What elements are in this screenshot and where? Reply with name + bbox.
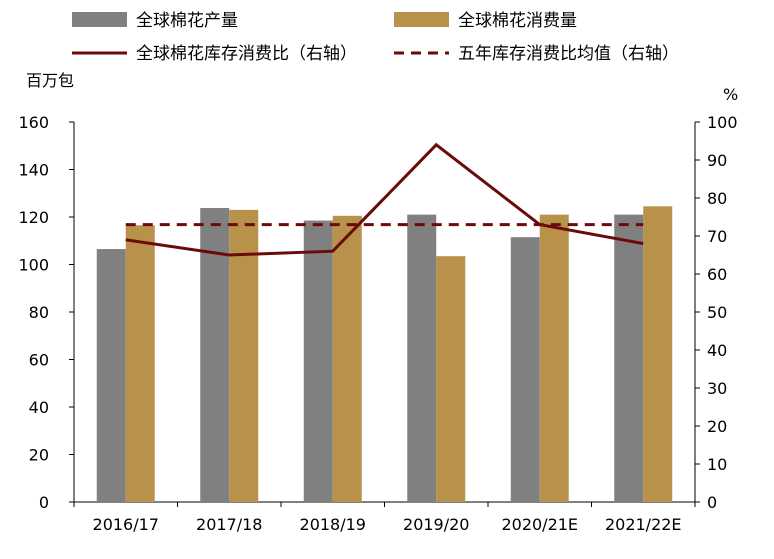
bar-production — [200, 207, 230, 502]
bars — [96, 206, 673, 502]
x-axis-ticks: 2016/17 2017/18 2018/19 2019/20 2020/21E 2021… — [73, 502, 696, 534]
y-tick-label: 20 — [29, 446, 49, 465]
y2-tick-label: 30 — [707, 379, 727, 398]
y2-tick-label: 80 — [707, 189, 727, 208]
bar-consumption — [125, 225, 155, 502]
y-axis-label: 百万包 — [26, 71, 74, 90]
y2-tick-label: 90 — [707, 151, 727, 170]
y-tick-label: 100 — [18, 256, 49, 275]
x-tick-label: 2021/22E — [605, 515, 682, 534]
x-tick-label: 2017/18 — [196, 515, 262, 534]
y2-tick-label: 40 — [707, 341, 727, 360]
x-tick-label: 2020/21E — [501, 515, 578, 534]
y2-axis-label: % — [723, 85, 738, 104]
axes: 0 20 40 60 80 100 120 140 160 0 10 20 30 40 50 60 70 80 90… — [18, 113, 737, 512]
line-stock-ratio — [125, 142, 644, 257]
legend-label: 全球棉花消费量 — [458, 11, 577, 31]
x-tick-label: 2016/17 — [93, 515, 159, 534]
y2-tick-label: 20 — [707, 417, 727, 436]
y-tick-label: 0 — [39, 493, 49, 512]
bar-consumption — [539, 214, 569, 502]
bar-consumption — [332, 215, 362, 502]
legend-label: 全球棉花产量 — [136, 11, 238, 31]
y-tick-label: 120 — [18, 208, 49, 227]
y2-tick-label: 50 — [707, 303, 727, 322]
y2-tick-label: 100 — [707, 113, 738, 132]
bar-production — [407, 214, 437, 502]
y-tick-label: 60 — [29, 351, 49, 370]
y-tick-label: 80 — [29, 303, 49, 322]
lines — [125, 142, 644, 257]
y-tick-label: 160 — [18, 113, 49, 132]
y-tick-label: 140 — [18, 161, 49, 180]
x-tick-label: 2019/20 — [403, 515, 469, 534]
legend-label: 全球棉花库存消费比（右轴） — [136, 44, 357, 64]
y2-tick-label: 70 — [707, 227, 727, 246]
y2-tick-label: 10 — [707, 455, 727, 474]
legend-swatch — [394, 12, 449, 27]
y-tick-label: 40 — [29, 398, 49, 417]
y2-tick-label: 0 — [707, 493, 717, 512]
bar-production — [510, 237, 540, 502]
bar-production — [614, 214, 644, 502]
legend-swatch — [72, 12, 127, 27]
legend-label: 五年库存消费比均值（右轴） — [458, 44, 679, 64]
bar-consumption — [229, 209, 259, 502]
bar-production — [303, 220, 333, 502]
bar-production — [96, 249, 126, 502]
bar-consumption — [436, 256, 466, 502]
x-tick-label: 2018/19 — [300, 515, 366, 534]
y2-tick-label: 60 — [707, 265, 727, 284]
bar-consumption — [643, 206, 673, 502]
